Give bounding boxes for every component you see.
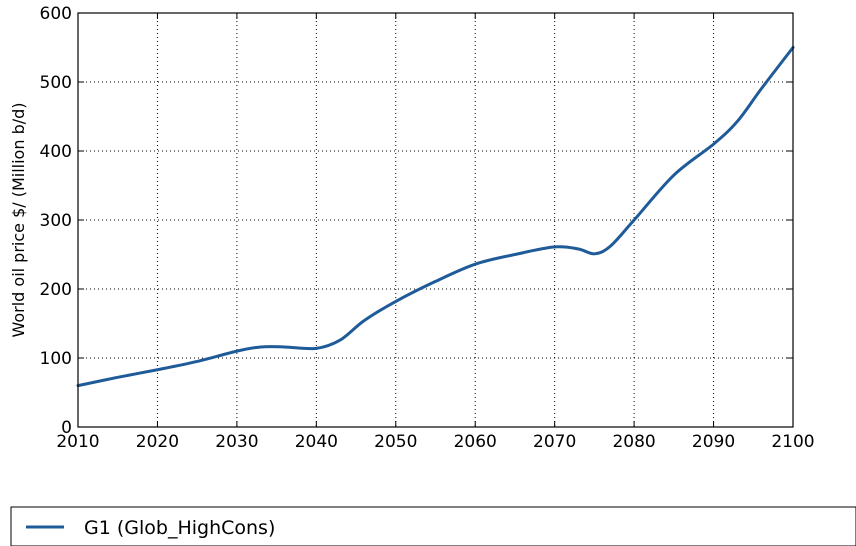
y-tick-label: 200 — [40, 280, 72, 300]
x-tick-label: 2030 — [215, 432, 258, 452]
legend-items: G1 (Glob_HighCons) — [26, 517, 275, 539]
legend-label: G1 (Glob_HighCons) — [84, 517, 275, 539]
x-tick-label: 2020 — [136, 432, 179, 452]
series-lines — [76, 46, 795, 388]
series-line — [76, 46, 795, 388]
x-tick-label: 2100 — [771, 432, 814, 452]
y-tick-label: 400 — [40, 142, 72, 162]
legend-box — [10, 506, 856, 546]
x-tick-label: 2060 — [454, 432, 497, 452]
x-tick-label: 2010 — [56, 432, 99, 452]
x-tick-label: 2040 — [295, 432, 338, 452]
y-tick-label: 500 — [40, 73, 72, 93]
y-axis-label: World oil price $/ (Million b/d) — [9, 102, 28, 337]
y-tick-label: 100 — [40, 349, 72, 369]
axis-ticks: 2010 2020 2030 2040 2050 2060 2070 2080 2090 2100… — [40, 4, 815, 452]
legend: G1 (Glob_HighCons) — [10, 506, 856, 546]
grid-lines — [78, 13, 793, 427]
y-tick-label: 0 — [61, 418, 72, 438]
x-tick-label: 2080 — [612, 432, 655, 452]
x-tick-label: 2090 — [692, 432, 735, 452]
x-tick-label: 2070 — [533, 432, 576, 452]
y-tick-label: 300 — [40, 211, 72, 231]
x-tick-label: 2050 — [374, 432, 417, 452]
y-tick-label: 600 — [40, 4, 72, 24]
